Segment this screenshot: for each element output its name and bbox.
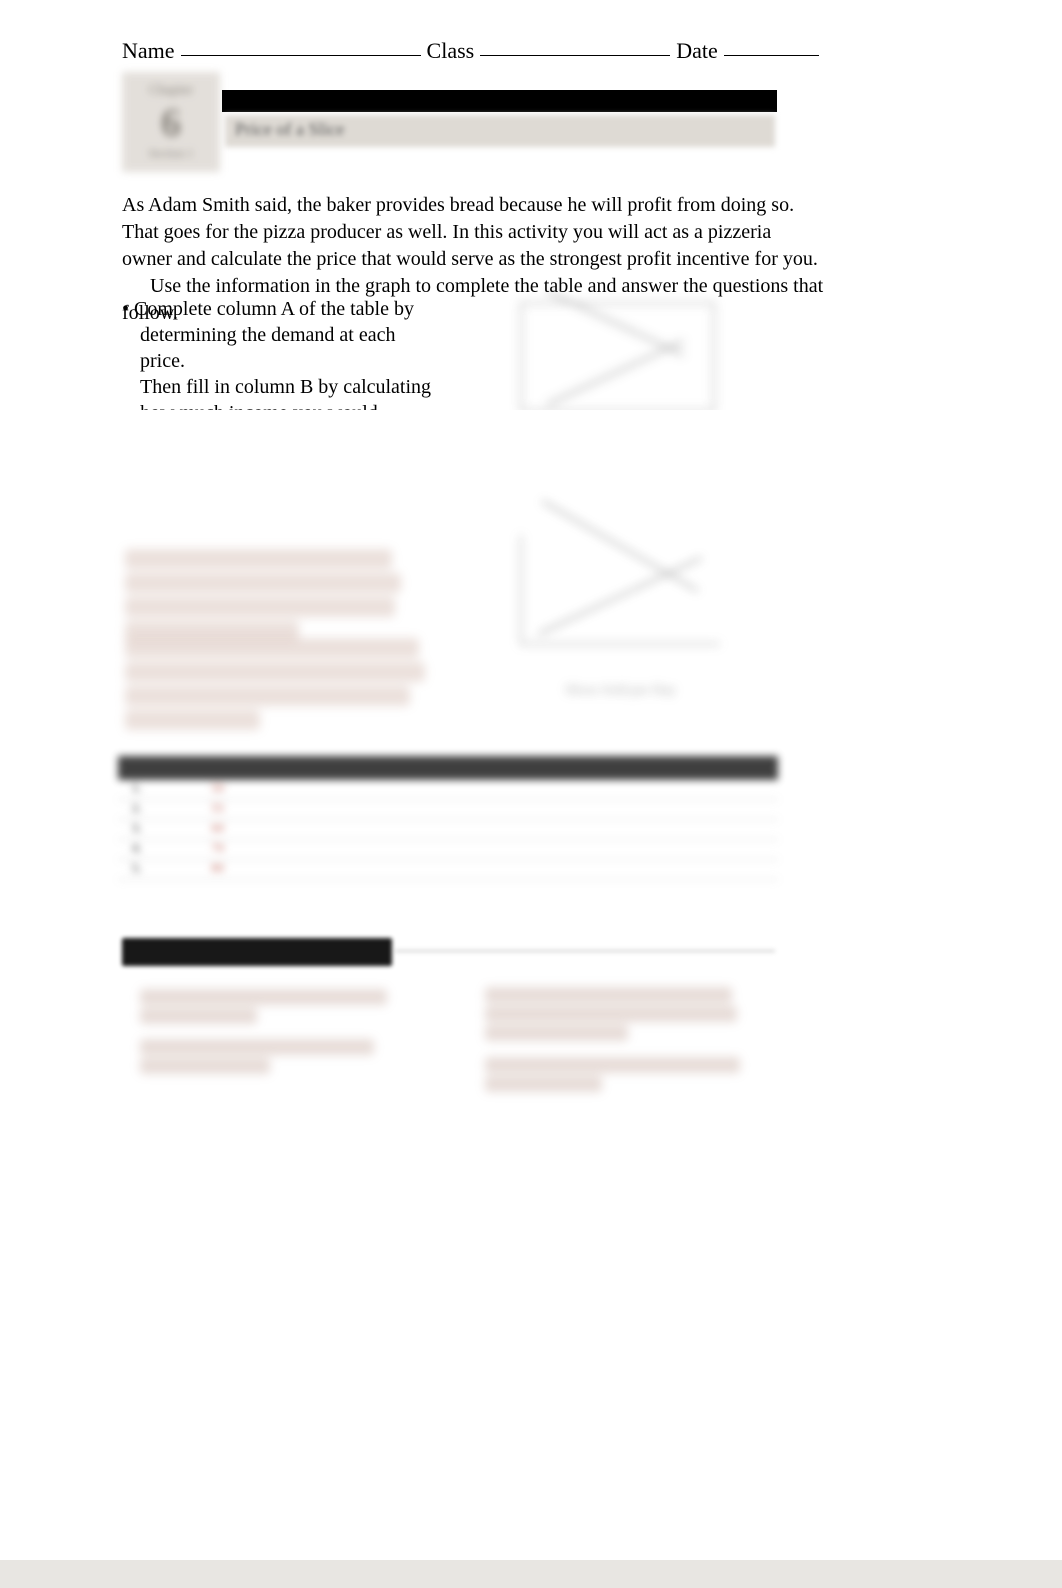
graph2-x-axis <box>520 643 720 645</box>
name-blank <box>181 38 421 56</box>
intro-line3: owner and calculate the price that would… <box>122 248 818 270</box>
activity-title: Price of a Slice <box>225 115 775 147</box>
supply-demand-graph-1 <box>480 292 730 427</box>
date-label: Date <box>676 38 718 64</box>
graph2-y-axis <box>520 535 522 645</box>
supply-demand-graph-2: Slices Sold per Day <box>475 535 735 700</box>
table-row: 4. 70 <box>118 840 778 860</box>
preview-occlusion <box>115 410 885 530</box>
title-bar-accent <box>505 90 777 112</box>
graph2-x-label: Slices Sold per Day <box>565 683 676 699</box>
bullet1-l3: Then fill in column B by calculating <box>122 374 432 400</box>
intro-line1: As Adam Smith said, the baker provides b… <box>122 194 794 216</box>
chapter-badge: Chapter 6 Section 1 <box>122 72 220 172</box>
table-row: 1. 50 <box>118 780 778 800</box>
instruction-bullet-3-blurred <box>125 634 425 734</box>
class-blank <box>480 38 670 56</box>
question-4-blurred <box>485 1054 745 1095</box>
graph2-curve-b <box>538 557 702 635</box>
section-label: Section 1 <box>149 146 194 161</box>
name-label: Name <box>122 38 175 64</box>
question-1-blurred <box>140 986 400 1027</box>
questions-section-bar <box>122 938 392 966</box>
date-blank <box>724 38 819 56</box>
header-fields: Name Class Date <box>122 38 825 64</box>
worksheet-page: Name Class Date Chapter 6 Section 1 Pric… <box>0 0 1062 1588</box>
data-table-blurred: 1. 50 2. 55 3. 60 4. 70 <box>118 756 778 911</box>
chapter-label: Chapter <box>149 83 193 99</box>
table-row: 2. 55 <box>118 800 778 820</box>
instruction-bullet-2-blurred <box>125 545 415 645</box>
questions-section-rule <box>395 950 775 952</box>
bullet1-lead: • Complete column A of the table by <box>122 298 414 320</box>
table-row: 5. 80 <box>118 860 778 880</box>
table-header-row <box>118 756 778 780</box>
table-row: 3. 60 <box>118 820 778 840</box>
question-3-blurred <box>485 984 745 1044</box>
bullet1-l2: determining the demand at each price. <box>122 322 432 374</box>
class-label: Class <box>427 38 475 64</box>
graph1-frame <box>520 302 715 412</box>
intro-line2: That goes for the pizza producer as well… <box>122 221 771 243</box>
question-2-blurred <box>140 1036 400 1077</box>
page-footer-strip <box>0 1560 1062 1588</box>
chapter-number: 6 <box>161 99 181 146</box>
